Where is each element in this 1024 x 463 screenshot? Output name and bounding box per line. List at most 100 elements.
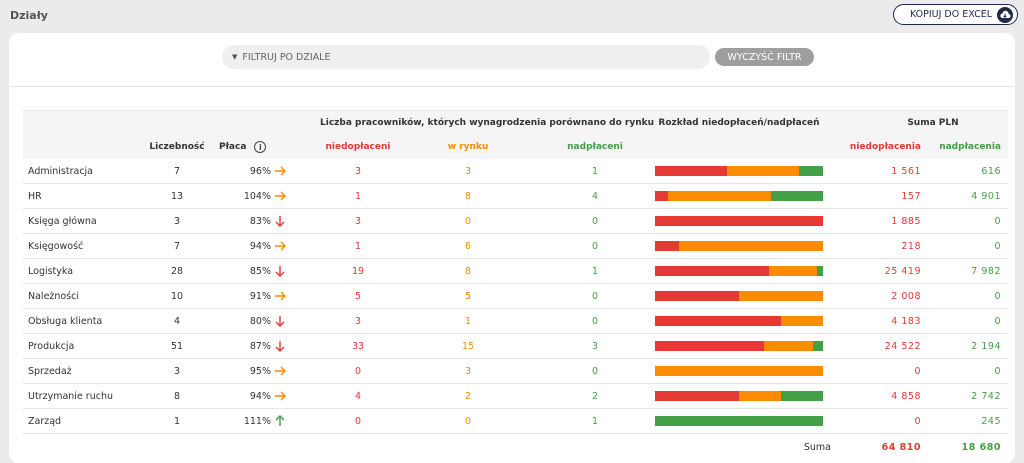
distribution-bar [655, 284, 823, 308]
arrow-right-icon [272, 284, 288, 308]
sum-overpaid-value: 0 [994, 240, 1001, 252]
bar-segment-market [667, 191, 772, 201]
overpaid-count: 1 [591, 165, 599, 177]
overpaid-count: 0 [591, 290, 599, 302]
copy-to-excel-button[interactable]: KOPIUJ DO EXCEL [893, 4, 1018, 25]
distribution-bar [655, 259, 823, 283]
bar-segment-overpaid [781, 391, 823, 401]
market-count: 0 [464, 215, 472, 227]
underpaid-count: 33 [351, 340, 365, 352]
bar-segment-underpaid [655, 191, 668, 201]
info-icon[interactable]: i [254, 141, 267, 153]
arrow-down-icon [272, 334, 288, 358]
table-row[interactable]: Logistyka 28 85% 19 8 1 25 419 7 982 [23, 258, 1008, 283]
distribution-bar [655, 234, 823, 258]
pay-ratio: 111% [243, 415, 271, 427]
arrow-right-icon [272, 159, 288, 183]
department-filter-dropdown[interactable]: ▼ FILTRUJ PO DZIALE [222, 45, 710, 69]
market-count: 1 [464, 315, 472, 327]
pay-ratio: 85% [249, 265, 271, 277]
pay-ratio: 80% [249, 315, 271, 327]
table-row[interactable]: Obsługa klienta 4 80% 3 1 0 4 183 0 [23, 308, 1008, 333]
sum-row: Suma 64 810 18 680 [23, 433, 1008, 460]
underpaid-count: 3 [354, 215, 362, 227]
bar-segment-overpaid [771, 191, 823, 201]
table-row[interactable]: Administracja 7 96% 3 3 1 1 561 616 [23, 159, 1008, 183]
sum-overpaid-value: 0 [994, 315, 1001, 327]
underpaid-count: 4 [354, 390, 362, 402]
headcount: 51 [170, 340, 184, 352]
market-count: 3 [464, 165, 472, 177]
department-name: Administracja [28, 165, 94, 177]
table-row[interactable]: Produkcja 51 87% 33 15 3 24 522 2 194 [23, 333, 1008, 358]
department-name: Księgowość [28, 240, 84, 252]
bar-segment-market [768, 266, 817, 276]
overpaid-count: 0 [591, 315, 599, 327]
column-market: w rynku [447, 142, 489, 152]
table-row[interactable]: Księgowość 7 94% 1 6 0 218 0 [23, 233, 1008, 258]
underpaid-count: 3 [354, 165, 362, 177]
sum-overpaid-value: 616 [981, 165, 1001, 177]
table-body: Administracja 7 96% 3 3 1 1 561 616 HR 13 104% 1 8 4 1… [23, 159, 1008, 433]
sum-overpaid-value: 245 [981, 415, 1001, 427]
market-count: 3 [464, 365, 472, 377]
arrow-up-icon [272, 409, 288, 433]
sum-underpaid-value: 0 [914, 415, 921, 427]
sum-overpaid-value: 0 [994, 290, 1001, 302]
sum-underpaid-value: 25 419 [884, 265, 921, 277]
table-row[interactable]: Należności 10 91% 5 5 0 2 008 0 [23, 283, 1008, 308]
underpaid-count: 0 [354, 415, 362, 427]
market-count: 8 [464, 265, 472, 277]
bar-segment-market [727, 166, 799, 176]
departments-table: Liczba pracowników, których wynagrodzeni… [23, 110, 1008, 460]
headcount: 7 [173, 165, 181, 177]
arrow-right-icon [272, 359, 288, 383]
overpaid-count: 3 [591, 340, 599, 352]
distribution-bar [655, 359, 823, 383]
sum-underpaid-value: 157 [901, 190, 921, 202]
column-header-row: Liczebność Płaca i niedopłaceni w rynku … [23, 135, 1008, 159]
overpaid-count: 4 [591, 190, 599, 202]
table-row[interactable]: Księga główna 3 83% 3 0 0 1 885 0 [23, 208, 1008, 233]
headcount: 8 [173, 390, 181, 402]
department-name: Utrzymanie ruchu [28, 390, 113, 402]
arrow-down-icon [272, 259, 288, 283]
underpaid-count: 1 [354, 190, 362, 202]
table-row[interactable]: Utrzymanie ruchu 8 94% 4 2 2 4 858 2 742 [23, 383, 1008, 408]
table-row[interactable]: Sprzedaż 3 95% 0 3 0 0 0 [23, 358, 1008, 383]
bar-segment-underpaid [655, 391, 739, 401]
distribution-bar [655, 384, 823, 408]
bar-segment-underpaid [655, 166, 727, 176]
bar-segment-overpaid [816, 266, 823, 276]
sum-underpaid-value: 4 183 [891, 315, 921, 327]
overpaid-count: 0 [591, 240, 599, 252]
arrow-right-icon [272, 234, 288, 258]
table-row[interactable]: Zarząd 1 111% 0 0 1 0 245 [23, 408, 1008, 433]
column-underpaid: niedopłaceni [325, 142, 391, 152]
sum-overpaid-value: 0 [994, 215, 1001, 227]
bar-segment-overpaid [813, 341, 823, 351]
column-overpaid: nadpłaceni [567, 142, 623, 152]
bar-segment-market [763, 341, 814, 351]
market-count: 5 [464, 290, 472, 302]
bar-segment-underpaid [655, 216, 823, 226]
department-name: Zarząd [28, 415, 62, 427]
arrow-right-icon [272, 184, 288, 208]
clear-filter-button[interactable]: WYCZYŚĆ FILTR [715, 48, 814, 66]
market-count: 15 [461, 340, 475, 352]
headcount: 10 [170, 290, 184, 302]
pay-ratio: 87% [249, 340, 271, 352]
underpaid-count: 0 [354, 365, 362, 377]
sum-overpaid-value: 4 901 [971, 190, 1001, 202]
pay-ratio: 83% [249, 215, 271, 227]
filter-placeholder: FILTRUJ PO DZIALE [242, 51, 331, 63]
market-count: 8 [464, 190, 472, 202]
overpaid-count: 0 [591, 215, 599, 227]
market-count: 2 [464, 390, 472, 402]
export-label: KOPIUJ DO EXCEL [909, 9, 992, 20]
market-count: 0 [464, 415, 472, 427]
sum-overpaid-value: 7 982 [971, 265, 1001, 277]
sum-underpaid-value: 1 561 [891, 165, 921, 177]
table-row[interactable]: HR 13 104% 1 8 4 157 4 901 [23, 183, 1008, 208]
group-header-sum: Suma PLN [907, 118, 959, 128]
